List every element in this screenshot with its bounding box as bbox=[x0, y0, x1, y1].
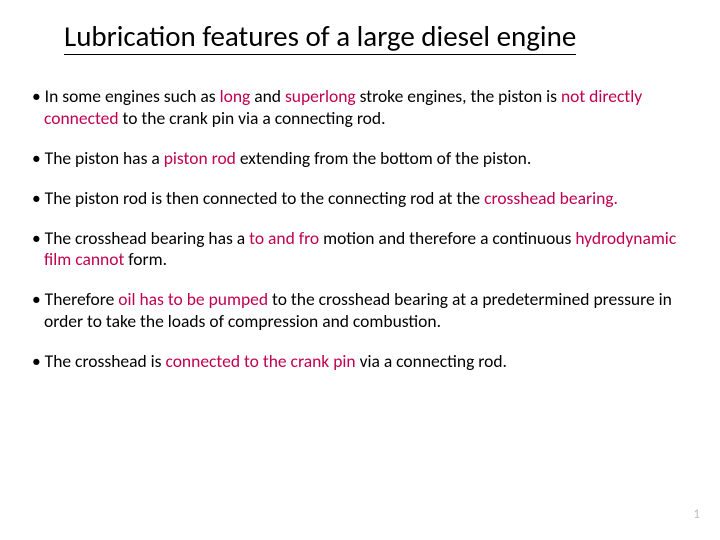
bullet-text: • In some engines such as bbox=[32, 85, 220, 107]
bullet-text: • The piston has a bbox=[32, 147, 164, 169]
bullet-text: to the crank pin via a connecting rod. bbox=[119, 107, 386, 129]
bullet-accent-text: oil has to be pumped bbox=[118, 288, 268, 310]
bullet-item: • Therefore oil has to be pumped to the … bbox=[32, 289, 696, 333]
bullet-accent-text: connected to the crank pin bbox=[165, 350, 355, 372]
bullet-text: • The crosshead bearing has a bbox=[32, 227, 249, 249]
bullet-text: • Therefore bbox=[32, 288, 118, 310]
bullet-accent-text: long bbox=[220, 85, 251, 107]
bullet-text: via a connecting rod. bbox=[356, 350, 507, 372]
bullet-accent-text: to and fro bbox=[249, 227, 319, 249]
bullet-text: extending from the bottom of the piston. bbox=[236, 147, 531, 169]
title-wrap: Lubrication features of a large diesel e… bbox=[24, 18, 696, 56]
bullet-item: • The piston rod is then connected to th… bbox=[32, 188, 696, 210]
slide-title-text: Lubrication features of a large diesel e… bbox=[64, 18, 576, 55]
page-number: 1 bbox=[693, 507, 700, 522]
bullet-text: and bbox=[250, 85, 285, 107]
bullet-item: • The crosshead bearing has a to and fro… bbox=[32, 228, 696, 272]
bullet-text: • The crosshead is bbox=[32, 350, 165, 372]
slide: Lubrication features of a large diesel e… bbox=[0, 0, 720, 540]
bullet-accent-text: piston rod bbox=[164, 147, 236, 169]
bullet-accent-text: superlong bbox=[285, 85, 356, 107]
bullet-item: • In some engines such as long and super… bbox=[32, 86, 696, 130]
bullet-item: • The piston has a piston rod extending … bbox=[32, 148, 696, 170]
slide-title: Lubrication features of a large diesel e… bbox=[64, 18, 576, 56]
bullet-accent-text: crosshead bearing. bbox=[484, 187, 618, 209]
bullet-text: stroke engines, the piston is bbox=[356, 85, 561, 107]
bullet-text: • The piston rod is then connected to th… bbox=[32, 187, 484, 209]
bullet-text: motion and therefore a continuous bbox=[319, 227, 575, 249]
bullet-item: • The crosshead is connected to the cran… bbox=[32, 351, 696, 373]
bullet-text: form. bbox=[124, 248, 167, 270]
bullet-list: • In some engines such as long and super… bbox=[24, 86, 696, 373]
